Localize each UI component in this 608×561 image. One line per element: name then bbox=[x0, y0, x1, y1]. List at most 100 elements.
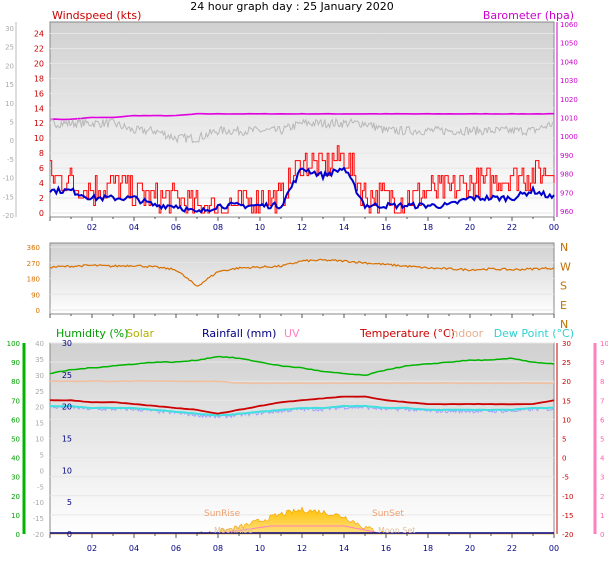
temp-outer-tick-label: 5 bbox=[40, 451, 44, 459]
wind-left-tick-label: 0 bbox=[39, 209, 44, 218]
sunrise-annotation: SunRise bbox=[204, 509, 241, 519]
temp-outer-tick-label: 10 bbox=[35, 436, 44, 444]
direction-tick-label: 360 bbox=[27, 244, 40, 252]
wind-outer-tick-label: -5 bbox=[7, 156, 14, 164]
wind-time-label: 08 bbox=[213, 223, 223, 232]
moonrise-annotation: MoonRise bbox=[214, 526, 253, 535]
barometer-tick-label: 1010 bbox=[560, 115, 578, 123]
rainfall-tick-label: 10 bbox=[62, 466, 72, 475]
direction-tick-label: 180 bbox=[27, 276, 40, 284]
temperature-tick-label: 20 bbox=[562, 378, 571, 386]
uv-tick-label: 10 bbox=[600, 340, 608, 348]
wind-time-label: 02 bbox=[87, 223, 97, 232]
sunset-annotation: SunSet bbox=[372, 509, 404, 519]
gust-line bbox=[50, 145, 555, 214]
temperature-tick-label: 15 bbox=[562, 397, 571, 405]
direction-line bbox=[49, 258, 555, 287]
wind-time-label: 10 bbox=[255, 223, 265, 232]
compass-label: N bbox=[560, 241, 568, 254]
rainfall-tick-label: 30 bbox=[62, 339, 72, 348]
uv-tick-label: 2 bbox=[600, 493, 604, 501]
wind-left-tick-label: 14 bbox=[34, 104, 44, 113]
humidity-tick-label: 70 bbox=[11, 397, 20, 405]
humidity-tick-label: 80 bbox=[11, 378, 20, 386]
temp-time-label: 00 bbox=[549, 544, 559, 553]
humidity-tick-label: 20 bbox=[11, 493, 20, 501]
humidity-tick-label: 60 bbox=[11, 416, 20, 424]
humidity-tick-label: 50 bbox=[11, 436, 20, 444]
temp-outer-tick-label: -15 bbox=[33, 515, 44, 523]
wind-left-tick-label: 10 bbox=[34, 134, 44, 143]
rainfall-tick-label: 15 bbox=[62, 435, 72, 444]
temperature-tick-label: -10 bbox=[562, 493, 573, 501]
barometer-tick-label: 1060 bbox=[560, 21, 578, 29]
wind-left-tick-label: 18 bbox=[34, 74, 44, 83]
temp-time-label: 08 bbox=[213, 544, 223, 553]
temperature-tick-label: 25 bbox=[562, 359, 571, 367]
moonset-annotation: Moon Set bbox=[378, 526, 415, 535]
uv-tick-label: 1 bbox=[600, 512, 604, 520]
barometer-tick-label: 960 bbox=[560, 208, 573, 216]
temp-time-label: 18 bbox=[423, 544, 433, 553]
humidity-tick-label: 40 bbox=[11, 455, 20, 463]
wind-outer-tick-label: 10 bbox=[5, 100, 14, 108]
temp-time-label: 06 bbox=[171, 544, 181, 553]
barometer-tick-label: 980 bbox=[560, 171, 573, 179]
uv-label: UV bbox=[284, 327, 300, 340]
wind-time-label: 22 bbox=[507, 223, 517, 232]
wind-outer-tick-label: 20 bbox=[5, 62, 14, 70]
uv-tick-label: 0 bbox=[600, 531, 604, 539]
wind-outer-tick-label: -20 bbox=[3, 212, 14, 220]
dewpoint-line bbox=[49, 404, 554, 417]
temp-outer-tick-label: 30 bbox=[35, 372, 44, 380]
grey-series-line bbox=[49, 117, 555, 144]
temperature-tick-label: 30 bbox=[562, 340, 571, 348]
temperature-tick-label: 10 bbox=[562, 416, 571, 424]
temp-time-label: 04 bbox=[129, 544, 139, 553]
temp-outer-tick-label: -10 bbox=[33, 499, 44, 507]
wind-left-tick-label: 6 bbox=[39, 164, 44, 173]
temp-outer-tick-label: 40 bbox=[35, 340, 44, 348]
solar-label: Solar bbox=[126, 327, 155, 340]
direction-tick-label: 0 bbox=[36, 307, 40, 315]
temp-outer-tick-label: 35 bbox=[35, 356, 44, 364]
temperature-label: Temperature (°C) bbox=[359, 327, 455, 340]
uv-tick-label: 5 bbox=[600, 436, 604, 444]
wind-outer-tick-label: -15 bbox=[3, 193, 14, 201]
compass-label: N bbox=[560, 318, 568, 331]
wind-outer-tick-label: 15 bbox=[5, 81, 14, 89]
rainfall-tick-label: 20 bbox=[62, 403, 72, 412]
wind-left-tick-label: 22 bbox=[34, 44, 44, 53]
rainfall-tick-label: 25 bbox=[62, 371, 72, 380]
temp-time-label: 10 bbox=[255, 544, 265, 553]
temp-outer-tick-label: -5 bbox=[37, 483, 44, 491]
wind-time-label: 20 bbox=[465, 223, 475, 232]
barometer-tick-label: 1030 bbox=[560, 77, 578, 85]
temp-time-label: 16 bbox=[381, 544, 391, 553]
uv-tick-label: 9 bbox=[600, 359, 604, 367]
direction-tick-label: 270 bbox=[27, 260, 40, 268]
temp-time-label: 12 bbox=[297, 544, 307, 553]
compass-label: W bbox=[560, 260, 571, 273]
humidity-tick-label: 100 bbox=[7, 340, 20, 348]
compass-label: S bbox=[560, 280, 567, 293]
wind-left-tick-label: 20 bbox=[34, 59, 44, 68]
uv-tick-label: 4 bbox=[600, 455, 605, 463]
wind-left-tick-label: 2 bbox=[39, 194, 44, 203]
temp-outer-tick-label: -20 bbox=[33, 531, 44, 539]
wind-outer-tick-label: 30 bbox=[5, 25, 14, 33]
temperature-tick-label: 5 bbox=[562, 436, 566, 444]
humidity-tick-label: 90 bbox=[11, 359, 20, 367]
wind-left-tick-label: 16 bbox=[34, 89, 44, 98]
temperature-tick-label: -20 bbox=[562, 531, 573, 539]
wind-time-label: 16 bbox=[381, 223, 391, 232]
chart-title: 24 hour graph day : 25 January 2020 bbox=[190, 0, 394, 13]
indoor-line bbox=[49, 380, 554, 385]
uv-line bbox=[228, 525, 376, 533]
wind-time-label: 18 bbox=[423, 223, 433, 232]
temp-outer-tick-label: 15 bbox=[35, 420, 44, 428]
humidity-line bbox=[49, 355, 555, 377]
barometer-tick-label: 1020 bbox=[560, 96, 578, 104]
windspeed-label: Windspeed (kts) bbox=[52, 9, 141, 22]
